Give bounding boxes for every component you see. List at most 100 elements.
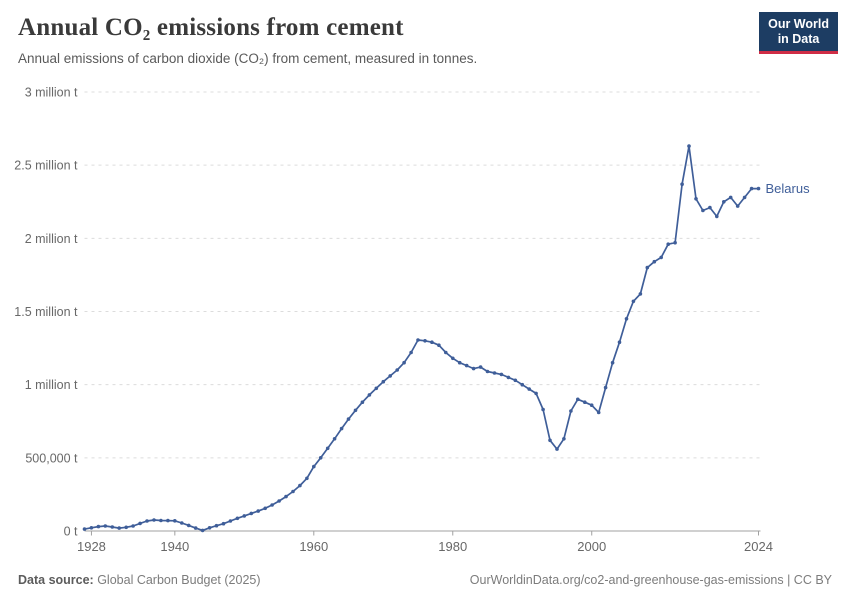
data-point[interactable] [249, 511, 254, 516]
data-point[interactable] [96, 524, 101, 529]
data-point[interactable] [200, 528, 205, 533]
data-point[interactable] [277, 499, 281, 503]
data-point[interactable] [180, 521, 184, 525]
data-point[interactable] [402, 360, 406, 365]
data-point[interactable] [631, 299, 636, 304]
data-point[interactable] [214, 523, 219, 528]
data-point[interactable] [89, 526, 94, 530]
data-point[interactable] [193, 526, 198, 530]
data-point[interactable] [124, 525, 128, 530]
data-point[interactable] [444, 350, 448, 355]
data-point[interactable] [555, 447, 559, 451]
data-point[interactable] [645, 265, 650, 270]
data-point[interactable] [471, 366, 476, 371]
data-point[interactable] [409, 350, 413, 355]
data-point[interactable] [221, 521, 226, 526]
data-point[interactable] [103, 524, 108, 528]
data-line[interactable] [83, 145, 760, 532]
data-point[interactable] [339, 426, 344, 431]
data-point[interactable] [617, 340, 622, 345]
data-point[interactable] [152, 518, 156, 522]
data-point[interactable] [395, 368, 400, 372]
data-point[interactable] [284, 494, 288, 499]
data-point[interactable] [742, 195, 747, 200]
data-point[interactable] [353, 408, 358, 413]
data-point[interactable] [159, 518, 163, 523]
data-point[interactable] [569, 409, 573, 413]
data-point[interactable] [166, 518, 170, 523]
data-point[interactable] [298, 483, 302, 488]
data-point[interactable] [603, 385, 608, 390]
data-point[interactable] [673, 240, 677, 245]
data-point[interactable] [506, 375, 511, 380]
data-point[interactable] [583, 400, 587, 405]
data-point[interactable] [360, 400, 365, 405]
data-point[interactable] [589, 403, 594, 408]
data-point[interactable] [117, 526, 121, 530]
data-point[interactable] [374, 386, 379, 391]
data-point[interactable] [367, 393, 372, 397]
data-point[interactable] [346, 417, 351, 421]
data-point[interactable] [291, 489, 295, 494]
data-point[interactable] [756, 186, 761, 191]
data-point[interactable] [416, 338, 420, 342]
data-point[interactable] [235, 516, 240, 521]
data-point[interactable] [423, 339, 427, 343]
data-point[interactable] [138, 521, 142, 526]
data-point[interactable] [735, 204, 740, 208]
footer-link[interactable]: OurWorldinData.org/co2-and-greenhouse-ga… [469, 573, 832, 587]
data-point[interactable] [749, 186, 754, 191]
data-point[interactable] [541, 407, 545, 412]
data-point[interactable] [305, 476, 309, 481]
data-point[interactable] [186, 523, 191, 528]
data-point[interactable] [694, 197, 698, 201]
data-point[interactable] [499, 372, 504, 377]
data-point[interactable] [457, 360, 462, 365]
data-point[interactable] [207, 526, 212, 530]
data-point[interactable] [576, 397, 580, 402]
data-point[interactable] [638, 292, 643, 296]
data-point[interactable] [520, 382, 525, 387]
data-point[interactable] [596, 410, 601, 415]
data-point[interactable] [513, 378, 518, 383]
data-point[interactable] [451, 356, 455, 361]
data-point[interactable] [659, 255, 663, 260]
data-point[interactable] [110, 525, 115, 529]
data-point[interactable] [492, 371, 497, 375]
data-point[interactable] [708, 205, 712, 210]
data-point[interactable] [325, 446, 330, 451]
data-point[interactable] [242, 514, 247, 518]
data-point[interactable] [318, 456, 323, 460]
data-point[interactable] [388, 374, 393, 378]
data-point[interactable] [478, 365, 483, 369]
data-point[interactable] [485, 369, 490, 374]
series-label[interactable]: Belarus [766, 181, 811, 196]
data-point[interactable] [610, 360, 615, 365]
data-point[interactable] [624, 317, 629, 321]
data-point[interactable] [534, 391, 538, 396]
data-point[interactable] [256, 509, 261, 513]
data-point[interactable] [652, 259, 657, 264]
data-point[interactable] [680, 182, 684, 186]
data-point[interactable] [562, 437, 566, 441]
data-point[interactable] [701, 208, 705, 213]
data-point[interactable] [715, 214, 719, 219]
data-point[interactable] [728, 195, 733, 200]
data-point[interactable] [270, 503, 274, 507]
data-point[interactable] [145, 519, 149, 523]
data-point[interactable] [527, 387, 531, 391]
data-point[interactable] [666, 242, 670, 246]
data-point[interactable] [173, 519, 177, 523]
data-point[interactable] [722, 200, 726, 204]
data-point[interactable] [687, 144, 691, 148]
data-point[interactable] [82, 527, 87, 531]
data-point[interactable] [228, 519, 233, 523]
data-point[interactable] [131, 524, 135, 528]
data-point[interactable] [263, 506, 268, 511]
data-point[interactable] [437, 343, 441, 348]
data-point[interactable] [464, 363, 469, 368]
data-point[interactable] [548, 438, 552, 443]
owid-logo[interactable]: Our World in Data [759, 12, 838, 54]
data-point[interactable] [332, 437, 337, 441]
data-point[interactable] [430, 340, 434, 345]
